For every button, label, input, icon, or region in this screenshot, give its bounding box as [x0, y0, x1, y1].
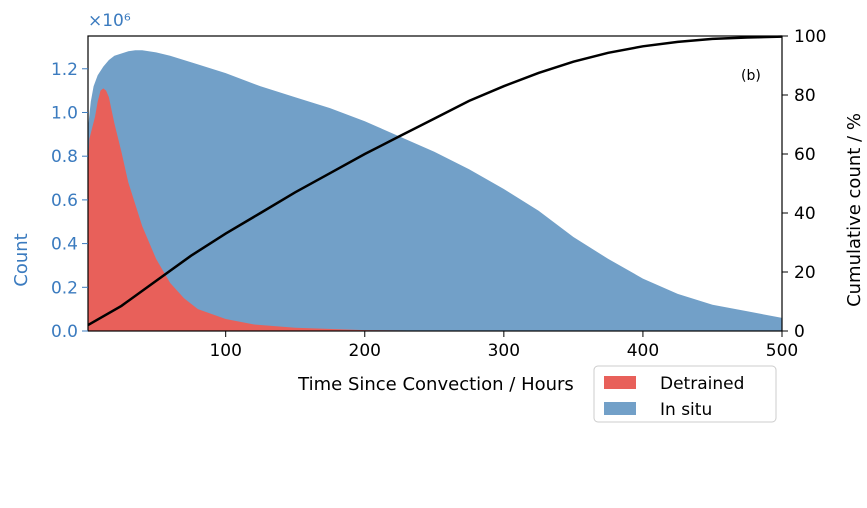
legend-label-in-situ: In situ: [660, 400, 712, 420]
x-tick-label: 400: [627, 341, 659, 361]
y-left-tick-label: 0.0: [51, 322, 78, 342]
y-left-tick-label: 0.4: [51, 235, 78, 255]
axes: 100 200 300 400 500 0.0 0.2 0.4 0.6 0.8 1.0 1.2 0 20 4…: [51, 27, 827, 361]
x-tick-label: 300: [488, 341, 520, 361]
plot-frame: [87, 35, 783, 332]
y-right-tick-label: 60: [794, 145, 816, 165]
y-right-tick-label: 100: [794, 27, 826, 47]
y-left-tick-label: 1.2: [51, 60, 78, 80]
cumulative-line: [87, 35, 783, 327]
legend-swatch-in-situ: [604, 402, 636, 415]
x-tick-label: 100: [209, 341, 241, 361]
panel-label: (b): [741, 68, 761, 84]
y-left-tick-label: 0.8: [51, 147, 78, 167]
left-scale-label: ×10⁶: [88, 11, 131, 31]
legend-box: [593, 365, 777, 423]
x-axis-label: Time Since Convection / Hours: [297, 374, 574, 395]
in-situ-histogram: [88, 50, 782, 331]
y-right-tick-label: 20: [794, 263, 816, 283]
detrained-histogram: [88, 88, 782, 332]
y-left-tick-label: 1.0: [51, 103, 78, 123]
legend: Detrained In situ: [593, 365, 777, 423]
y-axis-right-label: Cumulative count / %: [844, 113, 865, 307]
plot-area: [87, 35, 783, 332]
y-right-tick-label: 40: [794, 204, 816, 224]
legend-label-detrained: Detrained: [660, 374, 744, 394]
y-right-tick-label: 80: [794, 86, 816, 106]
y-left-tick-label: 0.2: [51, 278, 78, 298]
x-tick-label: 500: [766, 341, 798, 361]
x-tick-label: 200: [349, 341, 381, 361]
legend-swatch-detrained: [604, 376, 636, 389]
y-right-tick-label: 0: [794, 322, 805, 342]
y-left-tick-label: 0.6: [51, 191, 78, 211]
y-axis-left-label: Count: [11, 233, 32, 286]
